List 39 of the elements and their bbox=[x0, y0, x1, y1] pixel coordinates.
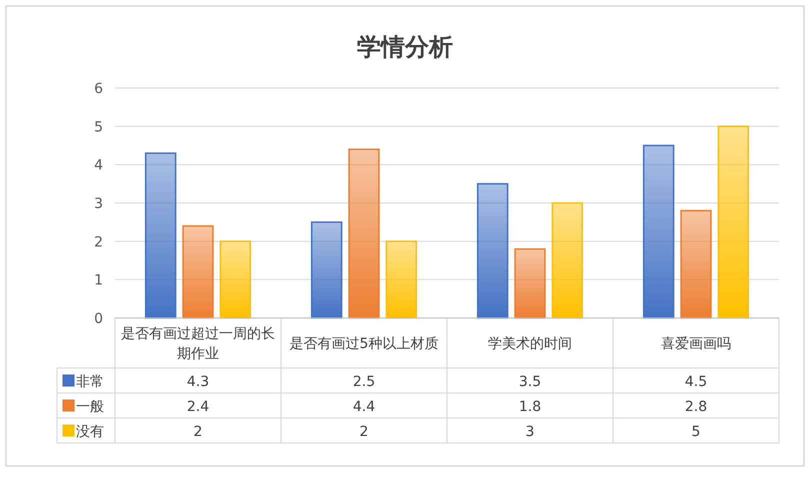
y-tick-label: 2 bbox=[94, 234, 103, 250]
bar bbox=[144, 152, 176, 319]
bar bbox=[310, 221, 342, 319]
data-label: 2.8 bbox=[684, 399, 708, 415]
y-tick-label: 5 bbox=[94, 119, 103, 136]
data-label: 3 bbox=[526, 424, 534, 440]
data-label: 1.8 bbox=[518, 399, 542, 415]
data-label: 2 bbox=[194, 424, 202, 440]
x-tick-label: 喜爱画画吗 bbox=[661, 336, 731, 352]
data-label: 4.3 bbox=[186, 374, 210, 390]
data-label: 4.4 bbox=[352, 399, 376, 415]
data-label: 4.5 bbox=[684, 374, 708, 390]
legend-label: 一般 bbox=[76, 399, 104, 415]
bar bbox=[514, 248, 546, 319]
y-tick-label: 6 bbox=[94, 81, 104, 97]
x-tick-label: 是否有画过5种以上材质 bbox=[290, 336, 438, 352]
y-tick-label: 4 bbox=[94, 158, 104, 174]
bar bbox=[348, 148, 380, 319]
bar bbox=[680, 210, 712, 319]
bar bbox=[476, 183, 508, 319]
y-tick-label: 3 bbox=[94, 196, 103, 212]
data-label: 2.4 bbox=[186, 399, 210, 415]
data-label: 2 bbox=[360, 424, 368, 440]
x-tick-label: 学美术的时间 bbox=[488, 336, 572, 352]
legend-label: 没有 bbox=[76, 424, 104, 440]
y-tick-label: 1 bbox=[94, 272, 103, 289]
data-label: 3.5 bbox=[518, 374, 542, 390]
bar bbox=[718, 126, 750, 319]
bar bbox=[642, 144, 674, 319]
data-label: 5 bbox=[692, 424, 700, 440]
bar bbox=[220, 240, 252, 319]
y-tick-label: 0 bbox=[94, 311, 103, 327]
legend-label: 非常 bbox=[76, 374, 104, 390]
data-label: 2.5 bbox=[352, 374, 376, 390]
chart-title: 学情分析 bbox=[357, 33, 453, 61]
bar bbox=[182, 225, 214, 319]
bar bbox=[552, 202, 584, 319]
x-tick-label: 是否有画过超过一周的长期作业 bbox=[121, 326, 275, 362]
bar bbox=[386, 240, 418, 319]
